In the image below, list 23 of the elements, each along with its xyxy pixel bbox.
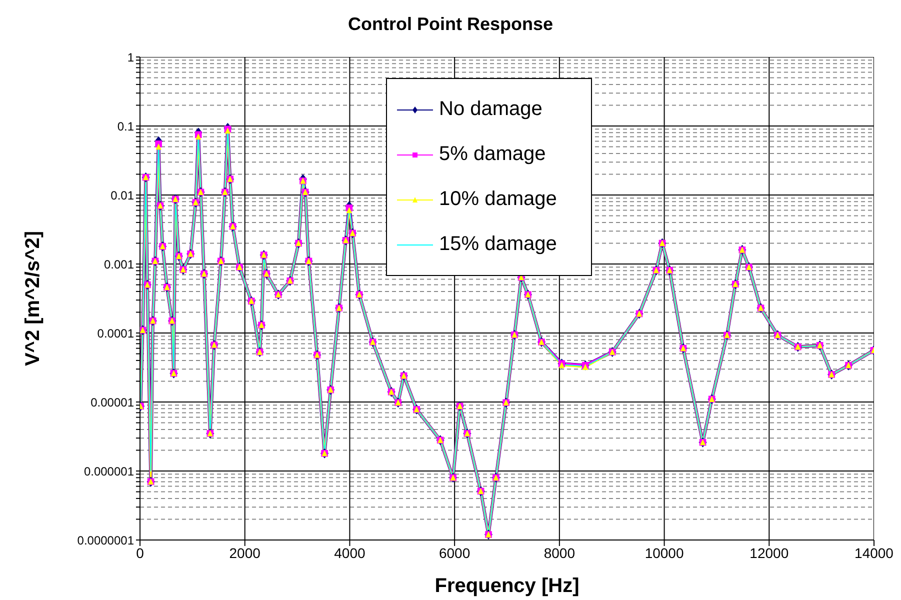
y-tick-label: 0.00001: [90, 395, 134, 410]
x-tick-label: 8000: [544, 544, 576, 561]
y-tick-label: 1: [127, 50, 134, 64]
y-tick-label: 0.0000001: [77, 533, 134, 548]
y-tick-label: 0.000001: [84, 464, 134, 478]
legend-label: 10% damage: [439, 188, 557, 211]
y-tick-label: 0.0001: [97, 326, 134, 340]
y-tick-label: 0.001: [104, 257, 134, 272]
y-tick-label: 0.1: [117, 119, 134, 134]
legend-label: No damage: [439, 98, 542, 121]
x-axis-title: Frequency [Hz]: [434, 575, 580, 597]
x-tick-label: 12000: [750, 544, 789, 561]
x-tick-label: 14000: [854, 544, 894, 561]
chart-title: Control Point Response: [346, 14, 554, 35]
legend-label: 15% damage: [439, 233, 557, 256]
x-tick-label: 4000: [334, 544, 366, 561]
y-tick-label: 0.01: [110, 188, 134, 202]
x-tick-label: 2000: [229, 544, 261, 561]
y-axis-title: V^2 [m^2/s^2]: [22, 230, 44, 366]
x-tick-label: 0: [136, 544, 144, 561]
legend-label: 5% damage: [439, 143, 546, 166]
x-tick-label: 10000: [644, 544, 684, 561]
x-tick-label: 6000: [438, 544, 470, 561]
